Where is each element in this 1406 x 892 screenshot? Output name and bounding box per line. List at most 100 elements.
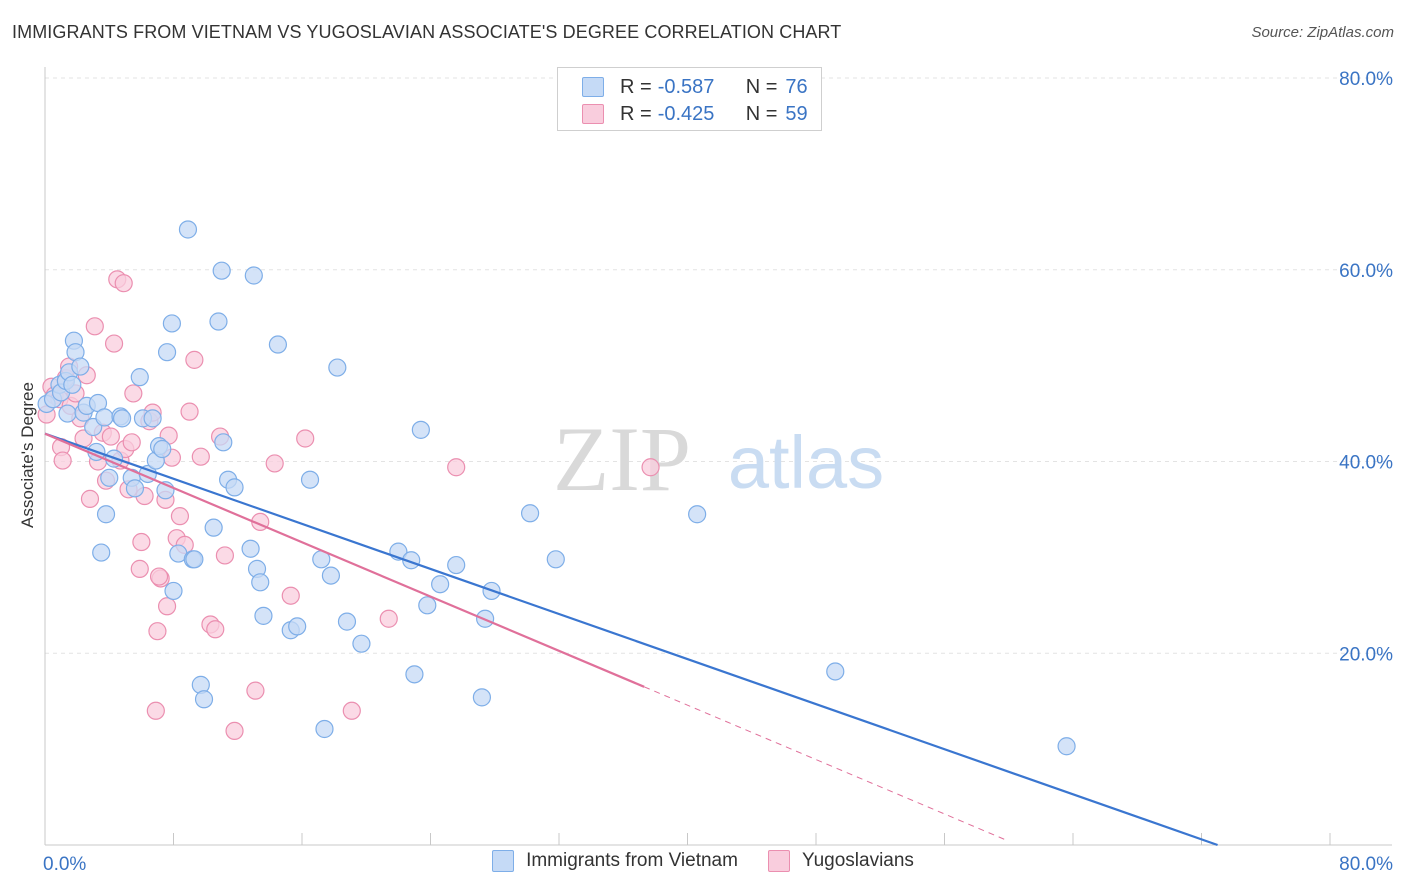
stats-swatch-yugoslavians	[582, 104, 604, 124]
n-value: 59	[785, 102, 808, 125]
yugoslavians-point	[124, 384, 143, 403]
source-label: Source: ZipAtlas.com	[1251, 24, 1394, 41]
yugoslavians-point	[342, 701, 361, 720]
vietnam-point	[472, 688, 491, 707]
stats-swatch-vietnam	[582, 77, 604, 97]
yugoslavians-point	[296, 429, 315, 448]
vietnam-point	[153, 439, 172, 459]
legend-swatch-vietnam	[492, 850, 515, 872]
vietnam-point	[214, 433, 233, 452]
watermark: ZIP atlas	[553, 408, 884, 510]
vietnam-point	[71, 357, 90, 376]
yugoslavians-point	[379, 609, 398, 628]
vietnam-point	[212, 261, 231, 280]
yugoslavians-point	[157, 597, 177, 616]
n-label: N =	[745, 75, 778, 98]
yugoslavians-point	[191, 447, 210, 466]
vietnam-point	[143, 409, 162, 428]
vietnam-points	[37, 220, 1076, 756]
vietnam-point	[96, 505, 116, 524]
r-label: R =	[620, 102, 652, 125]
vietnam-point	[204, 518, 223, 537]
yugoslavians-point	[447, 458, 466, 477]
yugoslavians-point	[104, 334, 124, 353]
legend-label-yugoslavians: Yugoslavians	[801, 850, 914, 871]
vietnam-point	[520, 504, 540, 523]
n-label: N =	[745, 102, 778, 125]
grid-lines	[45, 77, 1392, 654]
vietnam-point	[405, 665, 424, 684]
vietnam-point	[125, 479, 145, 498]
legend: Immigrants from Vietnam Yugoslavians	[0, 850, 1406, 872]
r-label: R =	[620, 75, 652, 98]
vietnam-point	[178, 220, 198, 239]
yugoslavians-point	[80, 489, 100, 508]
stats-row-vietnam: R = -0.587 N = 76	[582, 74, 808, 100]
chart-title: IMMIGRANTS FROM VIETNAM VS YUGOSLAVIAN A…	[12, 22, 842, 42]
y-axis-label: Associate's Degree	[18, 382, 37, 528]
vietnam-point	[251, 573, 270, 592]
vietnam-point	[447, 555, 466, 575]
yugoslavians-trend-extension	[643, 686, 1009, 842]
vietnam-point	[1057, 737, 1076, 756]
y-tick-label: 60.0%	[1339, 261, 1393, 282]
yugoslavians-point	[215, 546, 234, 565]
stats-row-yugoslavians: R = -0.425 N = 59	[582, 101, 808, 127]
y-tick-label: 80.0%	[1339, 69, 1393, 90]
x-tick-label: 0.0%	[43, 854, 86, 875]
yugoslavians-trend-line	[44, 432, 645, 688]
vietnam-point	[268, 335, 288, 354]
r-value: -0.587	[657, 75, 715, 98]
vietnam-point	[254, 606, 273, 625]
axes	[44, 67, 1392, 846]
vietnam-point	[157, 343, 177, 362]
vietnam-point	[431, 575, 450, 594]
vietnam-point	[209, 312, 228, 331]
yugoslavians-point	[265, 454, 284, 473]
yugoslavians-point	[130, 559, 149, 578]
vietnam-point	[162, 314, 181, 333]
vietnam-point	[418, 596, 437, 615]
legend-item-vietnam[interactable]: Immigrants from Vietnam	[492, 850, 738, 872]
vietnam-point	[241, 539, 260, 558]
vietnam-point	[826, 662, 845, 681]
vietnam-point	[225, 478, 244, 497]
vietnam-point	[411, 420, 430, 439]
yugoslavians-point	[53, 451, 72, 470]
yugoslavians-point	[85, 317, 104, 336]
n-value: 76	[785, 75, 808, 98]
vietnam-point	[288, 617, 307, 636]
vietnam-point	[92, 543, 111, 562]
yugoslavians-point	[122, 433, 141, 452]
legend-label-vietnam: Immigrants from Vietnam	[526, 850, 738, 871]
yugoslavians-point	[246, 681, 265, 700]
vietnam-trend-line	[44, 432, 1218, 847]
vietnam-point	[112, 409, 132, 428]
vietnam-point	[244, 266, 263, 285]
yugoslavians-point	[101, 427, 120, 446]
vietnam-point	[164, 581, 183, 601]
yugoslavians-point	[180, 402, 199, 421]
vietnam-point	[328, 358, 347, 377]
vietnam-point	[352, 634, 371, 653]
yugoslavians-point	[149, 567, 169, 586]
legend-item-yugoslavians[interactable]: Yugoslavians	[767, 850, 914, 872]
y-tick-label: 40.0%	[1339, 453, 1393, 474]
vietnam-point	[688, 505, 707, 524]
r-value: -0.425	[657, 102, 715, 125]
vietnam-point	[337, 612, 357, 631]
vietnam-point	[130, 368, 149, 387]
vietnam-point	[300, 470, 320, 489]
yugoslavians-point	[206, 620, 225, 639]
yugoslavians-point	[148, 622, 167, 641]
watermark-atlas: atlas	[728, 421, 884, 504]
yugoslavians-point	[132, 532, 151, 552]
vietnam-point	[185, 550, 204, 569]
yugoslavians-point	[641, 458, 660, 477]
vietnam-point	[315, 719, 334, 739]
yugoslavians-point	[146, 701, 165, 720]
legend-swatch-yugoslavians	[767, 850, 790, 872]
trend-lines	[44, 432, 1218, 847]
stats-box: R = -0.587 N = 76 R = -0.425 N = 59	[557, 67, 822, 131]
